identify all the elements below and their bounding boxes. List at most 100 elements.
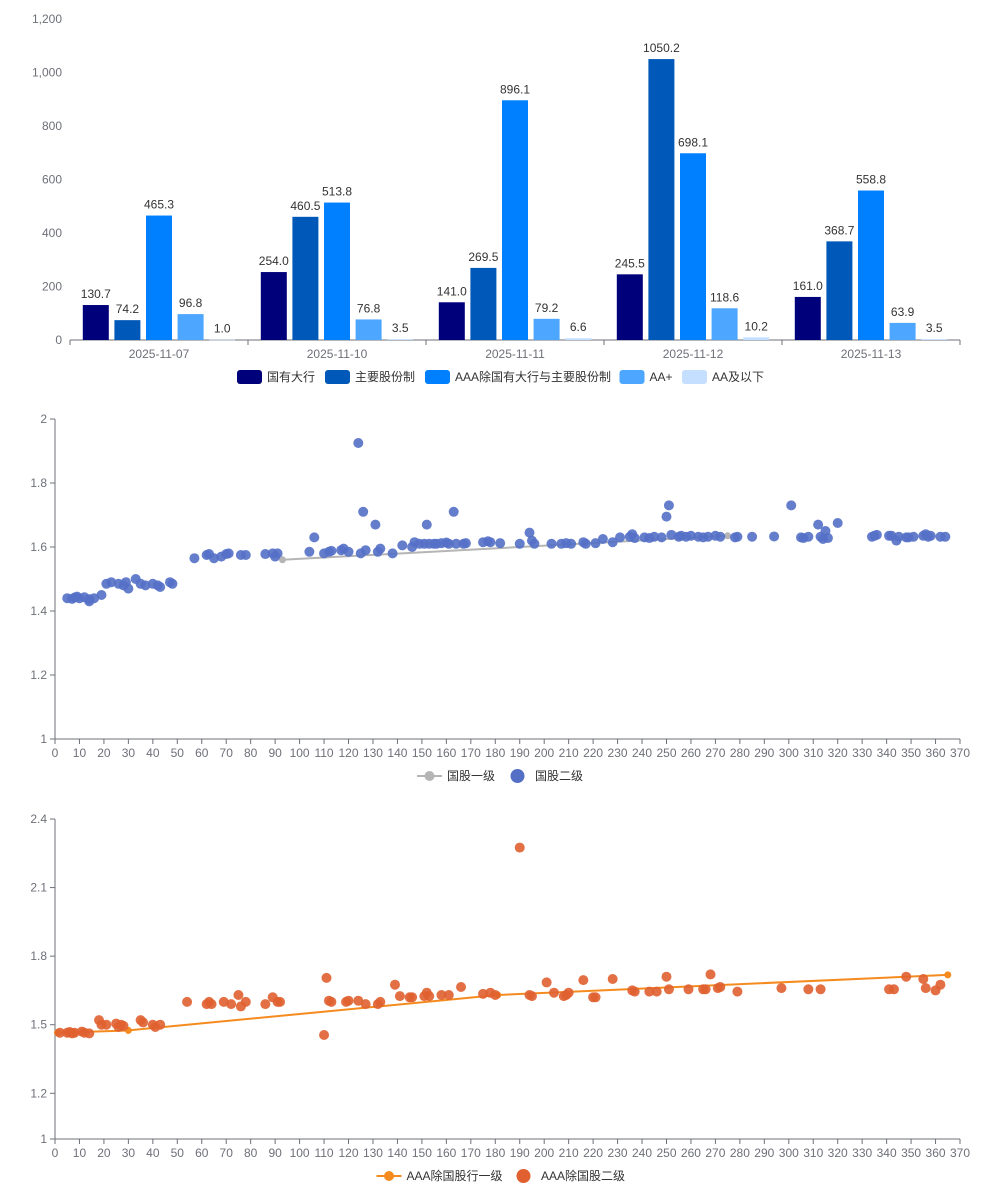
scatter-point[interactable] (908, 531, 919, 542)
scatter-point[interactable] (69, 1027, 80, 1038)
scatter-point[interactable] (343, 546, 354, 557)
bar[interactable] (387, 339, 414, 340)
scatter-point[interactable] (443, 990, 454, 1000)
scatter-point[interactable] (360, 999, 371, 1010)
scatter-point[interactable] (226, 999, 237, 1010)
scatter-point[interactable] (705, 969, 716, 980)
scatter-point[interactable] (815, 984, 826, 995)
scatter-point[interactable] (490, 990, 501, 1000)
scatter-point[interactable] (590, 538, 601, 549)
scatter-point[interactable] (360, 545, 371, 556)
scatter-point[interactable] (321, 972, 332, 983)
legend-label[interactable]: 国有大行 (267, 370, 315, 384)
scatter-point[interactable] (629, 533, 640, 544)
legend-label[interactable]: 国股一级 (447, 769, 495, 783)
scatter-point[interactable] (448, 506, 459, 517)
scatter-point[interactable] (343, 995, 354, 1006)
bar[interactable] (146, 215, 172, 340)
scatter-point[interactable] (769, 531, 780, 542)
line-point[interactable] (944, 971, 952, 979)
bar[interactable] (616, 274, 643, 340)
legend-label[interactable]: AAA除国股二级 (541, 1168, 625, 1183)
scatter-point[interactable] (685, 530, 696, 541)
bar[interactable] (438, 302, 465, 340)
bar[interactable] (794, 296, 821, 340)
bar[interactable] (711, 308, 738, 340)
scatter-point[interactable] (526, 991, 537, 1002)
scatter-point[interactable] (353, 438, 364, 448)
scatter-point[interactable] (918, 974, 929, 984)
bar[interactable] (292, 216, 319, 340)
bar[interactable] (826, 241, 853, 340)
scatter-point[interactable] (233, 990, 244, 1000)
scatter-point[interactable] (370, 519, 381, 530)
scatter-point[interactable] (456, 982, 467, 992)
scatter-point[interactable] (309, 532, 320, 543)
scatter-point[interactable] (514, 538, 525, 549)
scatter-point[interactable] (495, 538, 506, 549)
legend-label[interactable]: AAA除国股行一级 (407, 1168, 503, 1183)
scatter-point[interactable] (375, 996, 386, 1007)
scatter-point[interactable] (358, 506, 369, 517)
scatter-point[interactable] (424, 991, 435, 1002)
scatter-point[interactable] (747, 531, 758, 542)
scatter-point[interactable] (732, 986, 743, 997)
legend-swatch[interactable] (325, 370, 350, 384)
scatter-point[interactable] (888, 984, 899, 995)
scatter-point[interactable] (524, 527, 535, 538)
scatter-point[interactable] (615, 532, 626, 543)
scatter-point[interactable] (651, 986, 662, 997)
scatter-point[interactable] (275, 996, 286, 1007)
scatter-point[interactable] (893, 531, 904, 542)
bar[interactable] (889, 322, 916, 340)
scatter-point[interactable] (84, 1028, 95, 1039)
scatter-point[interactable] (940, 531, 951, 542)
scatter-point[interactable] (644, 986, 655, 997)
bar[interactable] (355, 319, 382, 340)
scatter-point[interactable] (155, 1019, 166, 1030)
scatter-point[interactable] (319, 1030, 330, 1040)
scatter-point[interactable] (661, 971, 672, 982)
scatter-point[interactable] (683, 984, 694, 995)
scatter-point[interactable] (732, 531, 743, 542)
legend-swatch[interactable] (237, 370, 262, 384)
legend-marker[interactable] (384, 1171, 394, 1181)
line-point[interactable] (724, 532, 732, 540)
scatter-point[interactable] (661, 511, 672, 522)
scatter-point[interactable] (407, 992, 418, 1003)
scatter-point[interactable] (813, 519, 824, 530)
bar[interactable] (260, 272, 287, 340)
scatter-point[interactable] (514, 842, 525, 853)
bar[interactable] (209, 339, 236, 341)
scatter-point[interactable] (118, 1020, 129, 1031)
bar[interactable] (858, 190, 884, 340)
scatter-point[interactable] (223, 548, 234, 559)
scatter-point[interactable] (240, 550, 251, 560)
scatter-point[interactable] (240, 996, 251, 1007)
scatter-point[interactable] (96, 590, 107, 600)
scatter-point[interactable] (590, 992, 601, 1003)
line-point[interactable] (278, 556, 286, 564)
scatter-point[interactable] (451, 538, 462, 549)
bar[interactable] (324, 202, 350, 340)
scatter-point[interactable] (389, 979, 400, 990)
legend-swatch[interactable] (619, 370, 645, 384)
scatter-point[interactable] (326, 545, 337, 556)
legend-swatch[interactable] (682, 370, 707, 384)
scatter-point[interactable] (155, 582, 166, 592)
scatter-point[interactable] (460, 538, 471, 549)
scatter-point[interactable] (546, 538, 557, 549)
scatter-point[interactable] (123, 583, 134, 594)
scatter-point[interactable] (206, 999, 217, 1010)
scatter-point[interactable] (260, 549, 271, 560)
legend-marker[interactable] (510, 769, 525, 783)
bar[interactable] (177, 314, 204, 340)
scatter-point[interactable] (304, 546, 315, 557)
bar[interactable] (470, 267, 497, 340)
scatter-point[interactable] (663, 984, 674, 995)
scatter-point[interactable] (563, 987, 574, 998)
scatter-point[interactable] (607, 974, 618, 984)
legend-label[interactable]: 国股二级 (535, 769, 583, 783)
scatter-point[interactable] (182, 996, 193, 1007)
scatter-point[interactable] (920, 983, 931, 994)
